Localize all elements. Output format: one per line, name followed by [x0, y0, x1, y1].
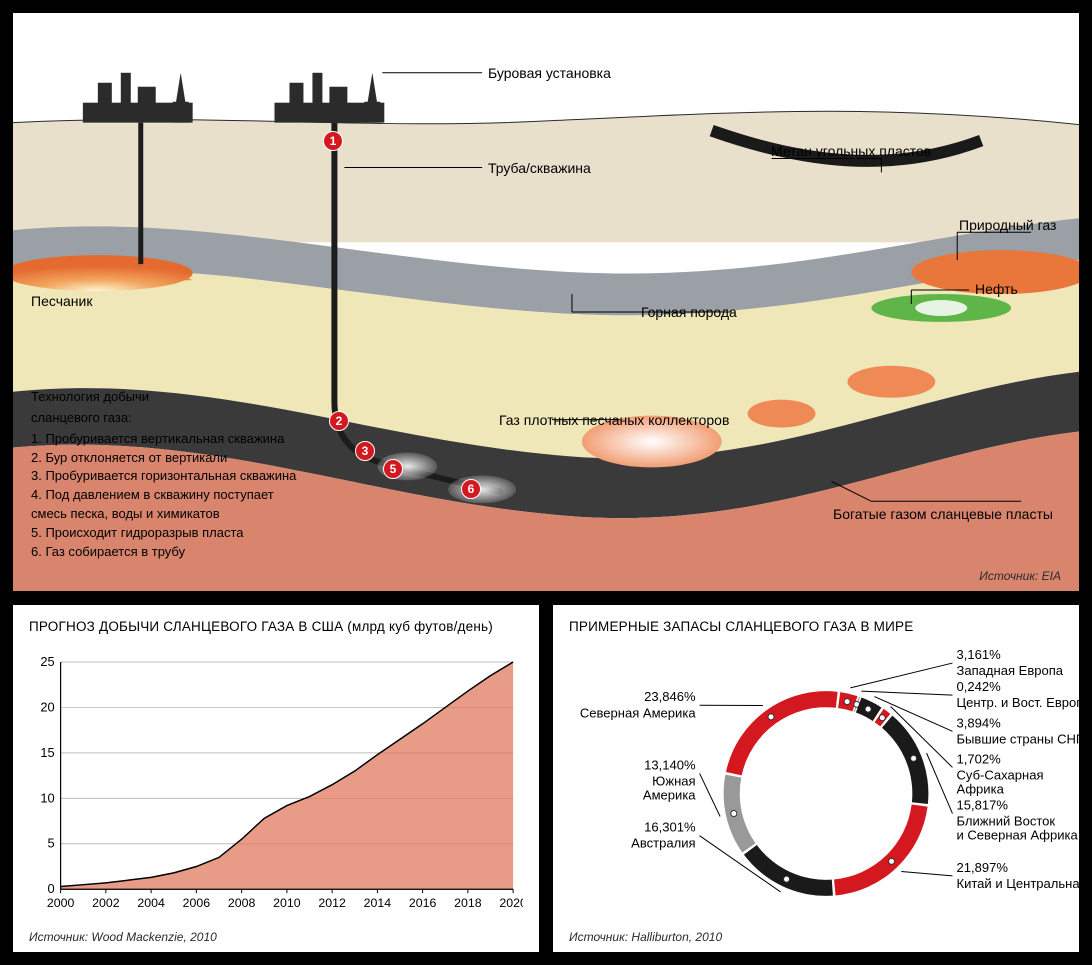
- label-pipe: Труба/скважина: [488, 160, 591, 177]
- svg-text:1,702%: 1,702%: [957, 751, 1002, 766]
- donut-panel: ПРИМЕРНЫЕ ЗАПАСЫ СЛАНЦЕВОГО ГАЗА В МИРЕ …: [552, 604, 1080, 953]
- svg-text:Северная Америка: Северная Америка: [580, 705, 696, 720]
- badge-5: 5: [383, 459, 403, 479]
- svg-text:2002: 2002: [92, 896, 120, 910]
- svg-text:0,242%: 0,242%: [957, 679, 1002, 694]
- svg-text:Южная: Южная: [652, 774, 695, 789]
- svg-text:Суб-Сахарная: Суб-Сахарная: [957, 767, 1044, 782]
- svg-text:5: 5: [48, 836, 55, 851]
- tech-title-1: Технология добычи: [31, 388, 296, 407]
- label-tightgas: Газ плотных песчаных коллекторов: [499, 412, 729, 429]
- top-source: Источник: EIA: [979, 569, 1061, 583]
- label-shale: Богатые газом сланцевые пласты: [833, 506, 1053, 523]
- label-oil: Нефть: [975, 281, 1018, 298]
- svg-text:3,161%: 3,161%: [957, 647, 1002, 662]
- label-sandstone: Песчаник: [31, 293, 92, 310]
- cross-section-panel: Буровая установка Труба/скважина Метан у…: [12, 12, 1080, 592]
- svg-text:Центр. и Вост. Европа: Центр. и Вост. Европа: [957, 695, 1092, 710]
- svg-text:2006: 2006: [183, 896, 211, 910]
- svg-text:21,897%: 21,897%: [957, 860, 1009, 875]
- svg-text:Западная Европа: Западная Европа: [957, 663, 1064, 678]
- svg-text:и Северная Африка: и Северная Африка: [957, 828, 1079, 843]
- donut-wrap: 3,161%Западная Европа0,242%Центр. и Вост…: [553, 645, 1079, 926]
- badge-3: 3: [355, 441, 375, 461]
- area-chart-svg: 0 5 10 15 20 25 2000 2002 2004 2006 2008 2010 2012 20…: [29, 647, 523, 922]
- tech-step: 5. Происходит гидроразрыв пласта: [31, 524, 296, 543]
- donut-svg: 3,161%Западная Европа0,242%Центр. и Вост…: [553, 645, 1079, 926]
- svg-text:15: 15: [40, 745, 54, 760]
- area-chart-panel: ПРОГНОЗ ДОБЫЧИ СЛАНЦЕВОГО ГАЗА В США (мл…: [12, 604, 540, 953]
- tech-step: 6. Газ собирается в трубу: [31, 543, 296, 562]
- svg-text:Америка: Америка: [643, 788, 696, 803]
- tech-step: смесь песка, воды и химикатов: [31, 505, 296, 524]
- donut-source: Источник: Halliburton, 2010: [569, 930, 722, 944]
- bottom-row: ПРОГНОЗ ДОБЫЧИ СЛАНЦЕВОГО ГАЗА В США (мл…: [12, 604, 1080, 953]
- tech-step: 4. Под давлением в скважину поступает: [31, 486, 296, 505]
- label-rock: Горная порода: [641, 304, 737, 321]
- svg-text:2016: 2016: [409, 896, 437, 910]
- svg-text:0: 0: [48, 881, 55, 896]
- svg-text:2020: 2020: [499, 896, 523, 910]
- donut-title: ПРИМЕРНЫЕ ЗАПАСЫ СЛАНЦЕВОГО ГАЗА В МИРЕ: [553, 605, 1079, 638]
- svg-text:Африка: Африка: [957, 782, 1005, 797]
- tech-step: 2. Бур отклоняется от вертикали: [31, 449, 296, 468]
- svg-text:2010: 2010: [273, 896, 301, 910]
- svg-text:Австралия: Австралия: [631, 836, 695, 851]
- svg-text:Ближний Восток: Ближний Восток: [957, 814, 1056, 829]
- svg-text:3,894%: 3,894%: [957, 715, 1002, 730]
- svg-text:2018: 2018: [454, 896, 482, 910]
- label-natgas: Природный газ: [959, 217, 1056, 234]
- area-chart-title: ПРОГНОЗ ДОБЫЧИ СЛАНЦЕВОГО ГАЗА В США (мл…: [13, 605, 539, 638]
- svg-text:20: 20: [40, 699, 54, 714]
- svg-text:15,817%: 15,817%: [957, 798, 1009, 813]
- area-title-sub: (млрд куб футов/день): [343, 619, 493, 634]
- svg-text:2012: 2012: [318, 896, 346, 910]
- svg-text:16,301%: 16,301%: [644, 820, 696, 835]
- svg-text:10: 10: [40, 790, 54, 805]
- area-source: Источник: Wood Mackenzie, 2010: [29, 930, 217, 944]
- tech-step: 3. Пробуривается горизонтальная скважина: [31, 467, 296, 486]
- tech-title-2: сланцевого газа:: [31, 409, 296, 428]
- label-coalbed: Метан угольных пластов: [771, 143, 931, 160]
- svg-text:25: 25: [40, 654, 54, 669]
- svg-text:2008: 2008: [228, 896, 256, 910]
- svg-text:2014: 2014: [364, 896, 392, 910]
- badge-2: 2: [329, 411, 349, 431]
- svg-text:2004: 2004: [137, 896, 165, 910]
- area-title-caps: ПРОГНОЗ ДОБЫЧИ СЛАНЦЕВОГО ГАЗА В США: [29, 619, 343, 634]
- tech-steps: Технология добычи сланцевого газа: 1. Пр…: [31, 388, 296, 562]
- svg-text:13,140%: 13,140%: [644, 757, 696, 772]
- label-rig: Буровая установка: [488, 65, 611, 82]
- svg-text:23,846%: 23,846%: [644, 689, 696, 704]
- svg-text:2000: 2000: [47, 896, 75, 910]
- badge-6: 6: [461, 479, 481, 499]
- tech-step: 1. Пробуривается вертикальная скважина: [31, 430, 296, 449]
- svg-text:Китай и Центральная Азия: Китай и Центральная Азия: [957, 876, 1092, 891]
- area-chart-wrap: 0 5 10 15 20 25 2000 2002 2004 2006 2008 2010 2012 20…: [29, 647, 523, 922]
- badge-1: 1: [323, 131, 343, 151]
- svg-text:Бывшие страны СНГ: Бывшие страны СНГ: [957, 731, 1083, 746]
